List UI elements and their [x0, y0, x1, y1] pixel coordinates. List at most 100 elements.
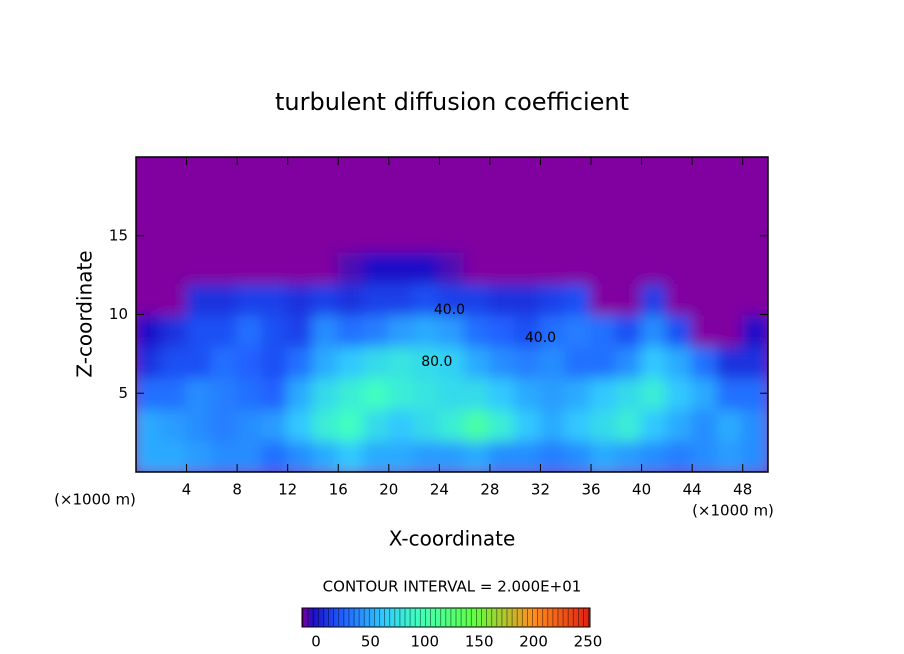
cell [387, 219, 416, 253]
cell [160, 282, 188, 316]
contour-label: 80.0 [421, 354, 452, 370]
cell [413, 376, 441, 410]
cell [716, 219, 744, 253]
cell [716, 313, 744, 347]
cell [160, 408, 188, 442]
cell [564, 408, 593, 442]
cell [741, 345, 768, 379]
cell [488, 219, 517, 253]
cell [691, 187, 719, 221]
cell [261, 219, 289, 253]
cell [488, 250, 517, 284]
cell [488, 439, 517, 472]
cell [185, 408, 213, 442]
cell [413, 187, 441, 221]
cell [741, 408, 768, 442]
cell [387, 376, 416, 410]
cell [539, 376, 567, 410]
cell [210, 187, 239, 221]
cell [311, 250, 340, 284]
contour-label: 40.0 [525, 330, 556, 346]
cell [590, 376, 618, 410]
cell [615, 345, 643, 379]
cell [539, 282, 567, 316]
cell [691, 313, 719, 347]
cell [387, 345, 416, 379]
cell [615, 250, 643, 284]
cell [185, 376, 213, 410]
cell [564, 313, 593, 347]
colorbar-tick-label: 0 [311, 633, 321, 651]
cell [311, 439, 340, 472]
cell [716, 376, 744, 410]
cell [488, 345, 517, 379]
x-tick-label: 4 [182, 481, 192, 499]
cell [590, 408, 618, 442]
contour-interval: CONTOUR INTERVAL = 2.000E+01 [323, 578, 582, 596]
cell [236, 157, 264, 190]
cell [261, 439, 289, 472]
cell [488, 408, 517, 442]
cell [210, 250, 239, 284]
cell [210, 439, 239, 472]
cell [413, 157, 441, 190]
cell [438, 408, 466, 442]
cell [640, 250, 668, 284]
cell [665, 250, 694, 284]
cell [286, 282, 314, 316]
cell [387, 313, 416, 347]
cell [337, 439, 365, 472]
cell [160, 187, 188, 221]
cell [691, 282, 719, 316]
cell [337, 219, 365, 253]
cell [640, 187, 668, 221]
y-tick-label: 5 [118, 384, 128, 402]
contour-label: 40.0 [434, 302, 465, 318]
cell [691, 408, 719, 442]
cell [261, 250, 289, 284]
cell [463, 376, 491, 410]
cell [413, 250, 441, 284]
cell [539, 439, 567, 472]
cell [286, 219, 314, 253]
cell [665, 376, 694, 410]
x-tick-label: 20 [379, 481, 398, 499]
chart-title: turbulent diffusion coefficient [275, 88, 629, 116]
cell [210, 282, 239, 316]
cell [387, 439, 416, 472]
cell [564, 250, 593, 284]
x-axis-label: X-coordinate [389, 527, 516, 551]
cell [387, 250, 416, 284]
cell [387, 408, 416, 442]
cell [665, 408, 694, 442]
cell [236, 313, 264, 347]
cell [463, 187, 491, 221]
cell [665, 157, 694, 190]
cell [438, 439, 466, 472]
cell [438, 345, 466, 379]
cell [741, 439, 768, 472]
x-tick-label: 32 [531, 481, 550, 499]
cell [539, 408, 567, 442]
cell [185, 157, 213, 190]
cell [716, 408, 744, 442]
cell [236, 408, 264, 442]
cell [413, 282, 441, 316]
cell [261, 408, 289, 442]
cell [160, 376, 188, 410]
cell [311, 157, 340, 190]
cell [590, 219, 618, 253]
cell [640, 157, 668, 190]
x-unit-label: (×1000 m) [692, 502, 774, 520]
cell [741, 250, 768, 284]
cell [387, 187, 416, 221]
cell [311, 376, 340, 410]
colorbar-tick-label: 150 [465, 633, 494, 651]
cell [463, 250, 491, 284]
cell [716, 345, 744, 379]
cell [185, 345, 213, 379]
y-tick-label: 15 [109, 226, 128, 244]
x-tick-label: 12 [278, 481, 297, 499]
cell [185, 313, 213, 347]
cell [438, 282, 466, 316]
